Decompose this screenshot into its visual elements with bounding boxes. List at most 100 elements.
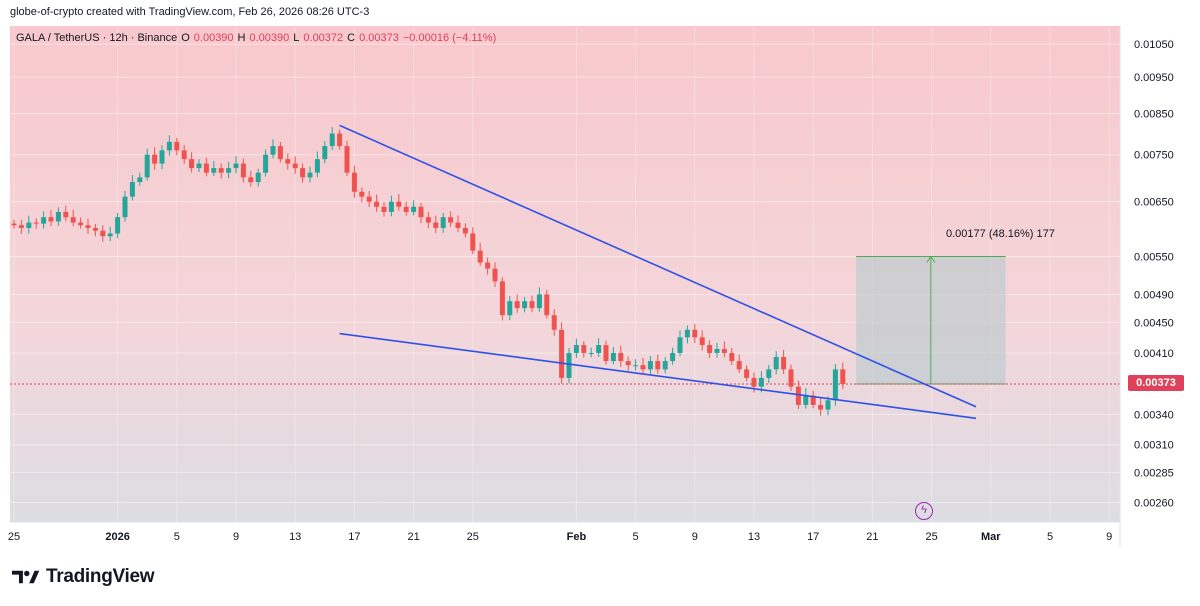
candle-body <box>766 369 772 378</box>
candle-body <box>477 250 483 263</box>
y-tick-label: 0.00260 <box>1134 497 1174 509</box>
x-tick-label: 13 <box>289 531 301 543</box>
candle-body <box>255 172 261 183</box>
candle-body <box>18 225 24 228</box>
candle-body <box>832 369 838 401</box>
candle-body <box>115 217 121 234</box>
candle-body <box>55 211 61 222</box>
lightning-icon[interactable]: ϟ <box>915 502 933 520</box>
candle-body <box>729 352 735 362</box>
candle-body <box>662 361 668 370</box>
candle-body <box>744 369 750 378</box>
candle-body <box>218 168 224 173</box>
candle-body <box>581 345 587 353</box>
candle-body <box>596 345 602 353</box>
candle-body <box>522 301 528 309</box>
measure-label: 0.00177 (48.16%) 177 <box>946 228 1055 240</box>
candle-body <box>48 217 54 222</box>
candle-body <box>263 154 269 173</box>
candle-body <box>381 206 387 212</box>
candle-body <box>418 206 424 218</box>
candle-body <box>485 262 491 269</box>
x-tick-label: 25 <box>925 531 937 543</box>
candle-body <box>470 233 476 251</box>
candle-body <box>692 329 698 338</box>
x-tick-label: Feb <box>567 531 587 543</box>
candle-body <box>670 352 676 362</box>
measure-arrow-head <box>926 255 936 263</box>
candle-body <box>129 182 135 197</box>
candle-body <box>203 163 209 173</box>
candle-body <box>181 150 187 160</box>
x-tick-label: 17 <box>348 531 360 543</box>
high-value: 0.00390 <box>249 32 290 44</box>
x-tick-label: Mar <box>981 531 1001 543</box>
y-tick-label: 0.00750 <box>1134 150 1174 162</box>
candle-body <box>640 365 646 370</box>
candle-body <box>433 222 439 228</box>
candle-body <box>788 369 794 387</box>
x-tick-label: 5 <box>174 531 180 543</box>
candle-body <box>440 217 446 228</box>
close-value: 0.00373 <box>359 32 399 44</box>
price-chart[interactable]: 0.01050 0.00950 0.00850 0.00750 0.00650 0.005… <box>8 26 1190 548</box>
candle-body <box>507 301 513 316</box>
y-tick-label: 0.00850 <box>1134 109 1174 121</box>
candle-body <box>33 222 39 224</box>
candle-body <box>544 294 550 316</box>
open-key: O <box>181 32 190 44</box>
candle-body <box>137 177 143 183</box>
x-tick-label: 9 <box>692 531 698 543</box>
candle-body <box>159 150 165 164</box>
candle-body <box>647 361 653 370</box>
candle-body <box>707 345 713 353</box>
x-tick-label: 17 <box>807 531 819 543</box>
x-tick-label: 9 <box>233 531 239 543</box>
y-tick-label: 0.00310 <box>1134 440 1174 452</box>
trendline <box>339 332 977 420</box>
candle-body <box>492 268 498 282</box>
candle-body <box>699 337 705 346</box>
x-tick-label: 21 <box>407 531 419 543</box>
candle-body <box>559 329 565 378</box>
high-key: H <box>237 32 246 44</box>
candle-body <box>751 377 757 387</box>
candle-body <box>292 163 298 169</box>
tradingview-wordmark: TradingView <box>46 566 155 587</box>
candle-body <box>825 400 831 410</box>
candle-body <box>92 227 98 231</box>
candle-body <box>322 146 328 160</box>
x-tick-label: 25 <box>467 531 479 543</box>
candle-body <box>107 233 113 237</box>
trendline <box>339 124 977 408</box>
x-tick-label: 9 <box>1106 531 1112 543</box>
candle-body <box>122 196 128 218</box>
candle-body <box>818 404 824 410</box>
candle-body <box>26 222 32 228</box>
candle-body <box>684 329 690 338</box>
candle-body <box>314 159 320 173</box>
x-tick-label: 5 <box>633 531 639 543</box>
candle-body <box>462 227 468 234</box>
candle-body <box>41 217 47 224</box>
candle-body <box>781 356 787 370</box>
candle-body <box>655 361 661 370</box>
candle-body <box>337 133 343 147</box>
candle-body <box>78 222 84 226</box>
y-tick-label: 0.00490 <box>1134 289 1174 301</box>
y-tick-label: 0.00650 <box>1134 197 1174 209</box>
candle-body <box>196 163 202 169</box>
candle-body <box>240 163 246 178</box>
candle-body <box>566 352 572 378</box>
candle-body <box>618 352 624 362</box>
last-price-tag: 0.00373 <box>1128 375 1184 391</box>
candle-body <box>211 168 217 173</box>
candle-body <box>226 168 232 173</box>
symbol-label: GALA / TetherUS · 12h · Binance <box>16 32 178 44</box>
candle-body <box>70 217 76 223</box>
y-tick-label: 0.01050 <box>1134 39 1174 51</box>
x-tick-label: 2026 <box>105 531 129 543</box>
tradingview-logo[interactable]: TradingView <box>12 566 155 588</box>
candle-body <box>351 172 357 192</box>
candle-body <box>359 191 365 197</box>
